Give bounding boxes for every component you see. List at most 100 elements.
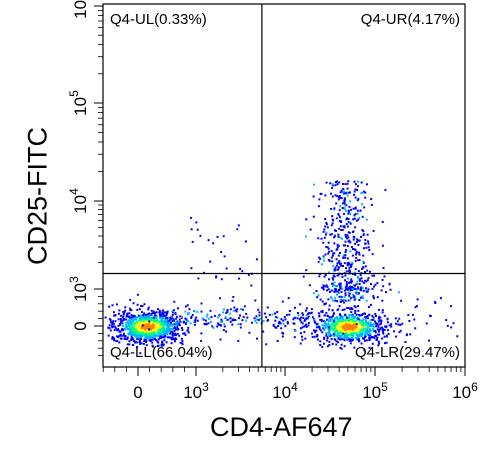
- event-dot-ll: [129, 327, 132, 329]
- event-dot-bridge: [222, 308, 225, 311]
- event-dot-ur: [353, 248, 356, 251]
- event-dot-bridge: [217, 315, 220, 317]
- event-dot-ur: [325, 246, 328, 248]
- event-dot-ur: [342, 256, 345, 259]
- event-dot-ur: [354, 288, 357, 291]
- event-dot-bridge: [277, 322, 280, 325]
- event-dot-bridge: [206, 313, 209, 316]
- event-dot-sparse: [276, 340, 279, 342]
- event-dot-ur: [347, 277, 349, 280]
- event-dot-ll: [144, 324, 146, 327]
- event-dot-ur: [312, 292, 315, 295]
- event-dot-bridge: [294, 330, 297, 332]
- event-dot-ll: [123, 317, 126, 320]
- event-dot-ur: [364, 265, 367, 268]
- event-dot-sparse: [136, 303, 139, 306]
- event-dot-bridge: [195, 316, 198, 319]
- event-dot-ll: [118, 341, 121, 344]
- event-dot-ll: [151, 328, 154, 330]
- event-dot-ll: [146, 335, 149, 338]
- event-dot-lr: [328, 340, 331, 343]
- event-dot-bridge: [194, 320, 197, 323]
- event-dot-ur: [367, 240, 369, 243]
- event-dot-ur: [362, 261, 365, 264]
- event-dot-lr: [333, 312, 335, 315]
- event-dot-bridge: [245, 319, 248, 322]
- event-dot-sparse: [286, 314, 289, 317]
- event-dot-ll: [171, 333, 174, 336]
- event-dot-ur: [389, 288, 392, 291]
- event-dot-ll: [121, 327, 124, 330]
- event-dot-lr: [376, 324, 379, 327]
- event-dot-ur: [348, 205, 351, 208]
- event-dot-sparse: [316, 296, 319, 299]
- event-dot-bridge: [271, 313, 274, 316]
- event-dot-ll: [178, 334, 181, 337]
- event-dot-ur: [353, 214, 356, 217]
- event-dot-ur: [327, 288, 330, 291]
- event-dot-ll: [134, 341, 136, 344]
- event-dot-ur: [324, 194, 327, 197]
- event-dot-ur: [346, 264, 349, 267]
- event-dot-lr: [355, 328, 358, 331]
- event-dot-ll: [147, 318, 150, 321]
- event-dot-sparse: [281, 300, 284, 303]
- event-dot-ll: [174, 332, 177, 335]
- event-dot-ur: [367, 277, 370, 280]
- event-dot-bridge: [229, 308, 232, 311]
- event-dot-ll: [147, 316, 150, 319]
- event-dot-ur: [358, 253, 361, 256]
- x-axis: 0 103 104 105 106: [102, 367, 478, 402]
- event-dot-ll: [148, 314, 151, 317]
- event-dot-sparse: [254, 299, 257, 302]
- event-dot-ur: [351, 280, 354, 283]
- event-dot-lr: [348, 330, 351, 333]
- event-dot-ur: [308, 284, 311, 287]
- event-dot-lr: [345, 326, 348, 329]
- event-dot-lr: [350, 336, 353, 339]
- event-dot-lr: [351, 315, 354, 318]
- event-dot-ur: [365, 287, 368, 290]
- event-dot-lr: [395, 322, 398, 325]
- event-dot-ul: [236, 228, 239, 231]
- event-dot-ll: [146, 325, 149, 328]
- event-dot-ll: [129, 324, 132, 327]
- event-dot-lr: [368, 339, 371, 342]
- event-dot-ur: [343, 298, 346, 301]
- event-dot-ur: [337, 261, 340, 264]
- event-dot-lr: [350, 307, 353, 310]
- event-dot-lr: [339, 327, 342, 330]
- event-dot-bridge: [266, 319, 269, 322]
- event-dot-bridge: [257, 319, 260, 322]
- event-dot-sparse: [407, 314, 410, 317]
- event-dot-lr: [325, 332, 328, 334]
- event-dot-ll: [183, 332, 186, 335]
- event-dot-bridge: [209, 309, 212, 312]
- event-dot-ur: [337, 267, 340, 270]
- event-dot-ll: [150, 332, 153, 335]
- event-dot-ll: [157, 330, 160, 333]
- event-dot-ur: [342, 265, 344, 267]
- event-dot-sparse: [113, 314, 116, 317]
- event-dot-lr: [354, 312, 357, 315]
- event-dot-ll: [136, 320, 139, 323]
- event-dot-ur: [376, 282, 379, 285]
- event-dot-ll: [125, 318, 128, 321]
- event-dot-lr: [340, 343, 343, 346]
- event-dot-lr: [374, 320, 376, 323]
- event-dot-ur: [353, 217, 356, 220]
- event-dot-ll: [171, 328, 174, 331]
- event-dot-ll: [144, 332, 147, 335]
- event-dot-ll: [159, 330, 162, 333]
- event-dot-lr: [317, 338, 319, 341]
- event-dot-lr: [345, 332, 348, 335]
- event-dot-ll: [122, 332, 125, 335]
- event-dot-ur: [335, 264, 338, 267]
- event-dot-lr: [369, 319, 372, 322]
- event-dot-bridge: [205, 315, 208, 318]
- event-dot-lr: [379, 323, 382, 326]
- event-dot-ur: [336, 243, 339, 246]
- event-dot-ur: [330, 224, 333, 227]
- event-dot-ur: [373, 274, 376, 277]
- event-dot-ll: [141, 328, 144, 331]
